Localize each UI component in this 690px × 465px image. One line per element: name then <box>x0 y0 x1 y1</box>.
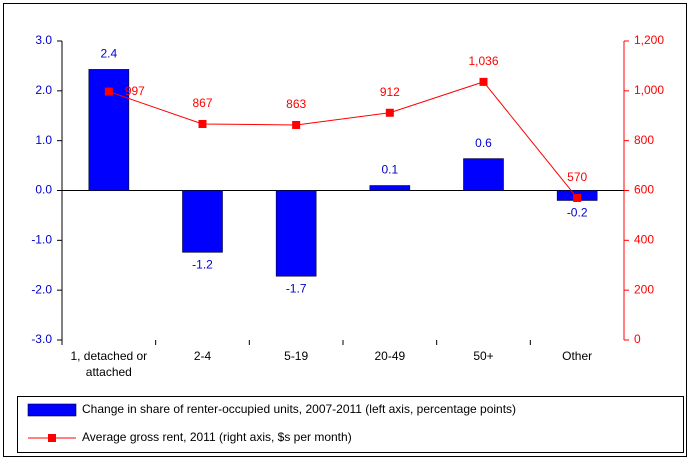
line <box>108 81 578 199</box>
y-tick-label: 2.0 <box>35 83 52 97</box>
x-tick-label: 5-19 <box>284 349 309 363</box>
bar-value-label: -1.2 <box>192 257 213 271</box>
bar-value-label: -0.2 <box>567 206 588 220</box>
y-tick-label: -2.0 <box>31 282 52 296</box>
line-value-label: 912 <box>380 85 400 99</box>
y-tick-label: 3.0 <box>35 33 52 47</box>
legend-label: Change in share of renter-occupied units… <box>82 402 516 416</box>
y-tick-label: 0.0 <box>35 183 52 197</box>
line-marker <box>198 119 207 128</box>
legend-box <box>17 396 684 453</box>
legend-label: Average gross rent, 2011 (right axis, $s… <box>82 430 352 444</box>
line-marker <box>479 77 488 86</box>
y2-tick-label: 1,200 <box>634 33 664 47</box>
bar <box>275 190 317 277</box>
line-value-label: 867 <box>192 96 212 110</box>
bar-value-label: 2.4 <box>100 47 117 61</box>
x-tick-label-box: 5-19 <box>284 349 309 363</box>
line-value-label: 863 <box>286 97 306 111</box>
y2-tick-label: 400 <box>634 233 654 247</box>
line-value-label: 997 <box>125 84 145 98</box>
line-marker <box>104 87 113 96</box>
x-tick-label: Other <box>562 349 593 363</box>
line-marker <box>292 120 301 129</box>
x-tick-label-box: 50+ <box>473 349 494 363</box>
y-tick-label: 1.0 <box>35 133 52 147</box>
line-value-label: 1,036 <box>468 54 498 68</box>
x-tick-label: 50+ <box>473 349 494 363</box>
bar <box>369 185 411 191</box>
line-marker <box>573 193 582 202</box>
line-marker <box>385 108 394 117</box>
y2-tick-label: 200 <box>634 282 654 296</box>
y2-tick-label: 800 <box>634 133 654 147</box>
bar-value-label: 0.6 <box>475 136 492 150</box>
legend-marker <box>48 434 56 442</box>
y2-tick-label: 1,000 <box>634 83 664 97</box>
y-tick-label: -3.0 <box>31 332 52 346</box>
x-tick-label-box: 20-49 <box>374 349 406 363</box>
x-tick-label: 20-49 <box>374 349 406 363</box>
x-tick-label-box: 2-4 <box>193 349 212 363</box>
x-tick-label: 1, detached or attached <box>70 349 148 379</box>
y2-tick-label: 600 <box>634 183 654 197</box>
line-value-label: 570 <box>567 170 587 184</box>
bar-value-label: -1.7 <box>286 281 307 295</box>
y-tick-label: -1.0 <box>31 233 52 247</box>
x-tick-label: 2-4 <box>193 349 212 363</box>
bar <box>182 190 223 253</box>
x-tick-label-box: Other <box>562 349 593 363</box>
bar-value-label: 0.1 <box>381 163 398 177</box>
legend-swatch <box>27 403 77 417</box>
bar <box>463 158 504 191</box>
bar <box>88 69 130 191</box>
x-tick-label-box: 1, detached or attached <box>70 349 148 379</box>
y2-tick-label: 0 <box>634 332 641 346</box>
